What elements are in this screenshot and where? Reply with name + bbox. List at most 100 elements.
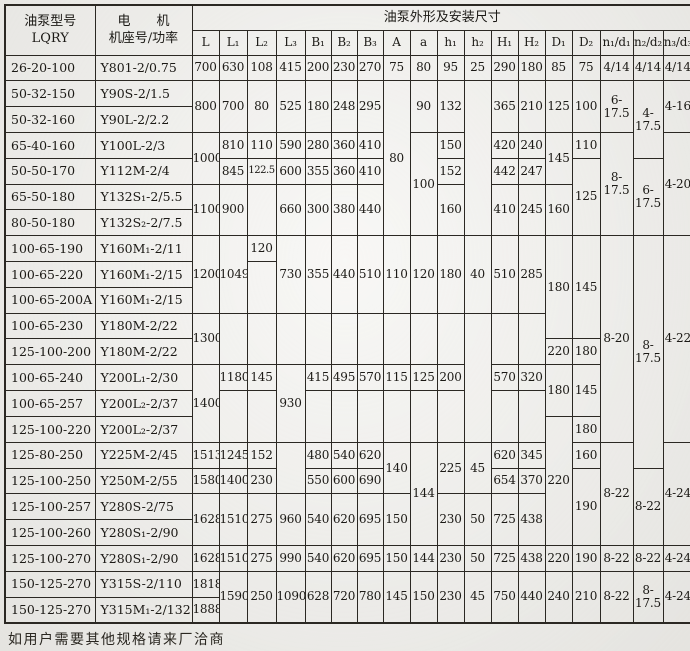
- dim-cell: [517, 312, 546, 366]
- motor-cell: Y180M-2/22: [94, 312, 193, 340]
- dim-cell: 140: [382, 441, 411, 495]
- dim-cell: 247: [517, 157, 546, 185]
- dim-cell: 144: [409, 544, 438, 572]
- dim-cell: 440: [517, 570, 546, 624]
- dim-cell: 110: [571, 131, 601, 159]
- motor-cell: Y315S-2/110: [94, 570, 193, 598]
- motor-cell: Y90S-2/1.5: [94, 80, 193, 108]
- pump-model-cell: 100-65-257: [4, 390, 96, 417]
- dim-column-header: a: [409, 29, 438, 56]
- dim-cell: 225: [436, 441, 465, 495]
- dim-column-header: H₁: [490, 29, 519, 56]
- dim-cell: 50: [463, 544, 492, 572]
- pump-model-cell: 125-100-257: [4, 493, 96, 521]
- dim-cell: 25: [463, 54, 492, 82]
- dim-cell: 1628: [191, 493, 220, 546]
- dim-cell: 150: [382, 544, 411, 572]
- motor-cell: Y280S-2/75: [94, 493, 193, 521]
- dim-column-header: A: [382, 29, 411, 56]
- table-row: 125-100-220 Y200L₂-2/37 220 180: [4, 415, 690, 546]
- dim-cell: 1580: [191, 467, 220, 495]
- dim-cell: 1180: [218, 364, 248, 392]
- dim-cell: 4-17.5: [632, 80, 664, 159]
- dim-cell: 180: [544, 364, 573, 417]
- motor-cell: Y90L-2/2.2: [94, 106, 193, 133]
- dim-cell: 280: [304, 131, 332, 159]
- dim-cell: 620: [330, 493, 358, 546]
- dim-cell: 355: [304, 235, 332, 314]
- dim-cell: 1090: [275, 570, 306, 624]
- dim-cell: 6-17.5: [632, 157, 664, 237]
- motor-cell: Y200L₂-2/37: [94, 415, 193, 443]
- dim-cell: 85: [544, 54, 573, 82]
- dim-cell: 190: [571, 544, 601, 572]
- dim-cell: 525: [275, 80, 306, 133]
- dim-column-header: H₂: [517, 29, 546, 56]
- dim-column-header: D₂: [571, 29, 601, 56]
- dim-cell: 75: [571, 54, 601, 82]
- dim-cell: 108: [246, 54, 277, 82]
- dim-cell: 120: [409, 235, 438, 314]
- dim-cell: 45: [463, 570, 492, 624]
- dim-cell: [246, 390, 277, 443]
- dim-cell: 620: [330, 544, 358, 572]
- pump-model-cell: 100-65-240: [4, 364, 96, 392]
- dim-cell: [218, 390, 248, 443]
- motor-header-line2: 机座号/功率: [108, 31, 179, 47]
- table-row: 100-65-240Y200L₁-2/301400118014593041549…: [4, 364, 690, 443]
- motor-cell: Y280S₁-2/90: [94, 519, 193, 546]
- table-row: 65-40-160Y100L-2/31000810110590280360410…: [4, 131, 690, 237]
- dim-cell: 150: [436, 131, 465, 159]
- dim-cell: 145: [571, 235, 601, 340]
- dim-column-header: B₂: [330, 29, 358, 56]
- dim-cell: 725: [490, 544, 519, 572]
- motor-cell: Y160M₁-2/11: [94, 235, 193, 262]
- dim-column-header: h₂: [463, 29, 492, 56]
- motor-cell: Y160M₁-2/15: [94, 261, 193, 288]
- dim-cell: 180: [571, 415, 601, 443]
- dim-cell: 700: [191, 54, 220, 82]
- dim-cell: 180: [304, 80, 332, 133]
- dim-cell: 1513: [191, 441, 220, 469]
- dim-cell: 230: [330, 54, 358, 82]
- dim-cell: 345: [517, 441, 546, 469]
- pump-model-cell: 150-125-270: [4, 596, 96, 624]
- motor-cell: Y315M₁-2/132: [94, 596, 193, 624]
- dim-cell: 8-17.5: [632, 570, 664, 624]
- dim-cell: [356, 390, 384, 443]
- dim-cell: 125: [571, 157, 601, 237]
- dim-cell: 690: [356, 467, 384, 495]
- pump-model-cell: 125-100-200: [4, 338, 96, 366]
- dim-cell: 495: [330, 364, 358, 392]
- dim-cell: 550: [304, 467, 332, 495]
- dim-column-header: L: [191, 29, 220, 56]
- pump-model-cell: 26-20-100: [4, 54, 96, 82]
- dim-column-header: L₃: [275, 29, 306, 56]
- dim-cell: 1100: [191, 183, 220, 237]
- table-row: 100-65-257 Y200L₂-2/37: [4, 390, 690, 443]
- pump-model-cell: 150-125-270: [4, 570, 96, 598]
- dim-cell: 410: [356, 157, 384, 185]
- dim-cell: 245: [517, 183, 546, 237]
- dim-cell: 8-17.5: [599, 131, 634, 237]
- dim-cell: 180: [571, 338, 601, 366]
- pump-model-cell: 65-50-180: [4, 183, 96, 211]
- table-row: 125-100-260 Y280S₁-2/90: [4, 519, 690, 546]
- motor-cell: Y801-2/0.75: [94, 54, 193, 82]
- dim-cell: [275, 312, 306, 366]
- pump-model-cell: 65-40-160: [4, 131, 96, 159]
- dim-cell: 220: [544, 415, 573, 546]
- dim-cell: 1818: [191, 570, 220, 598]
- table-row: 50-50-170 Y112M-2/4 845 122.5 600 355 360 410 15…: [4, 157, 690, 237]
- model-header-line1: 油泵型号: [24, 13, 77, 29]
- motor-cell: Y132S₂-2/7.5: [94, 209, 193, 237]
- dim-cell: 730: [275, 235, 306, 314]
- dim-cell: [275, 441, 306, 495]
- dim-cell: 415: [304, 364, 332, 392]
- dim-cell: 110: [382, 235, 411, 314]
- motor-column-header: 电 机 机座号/功率: [94, 4, 193, 56]
